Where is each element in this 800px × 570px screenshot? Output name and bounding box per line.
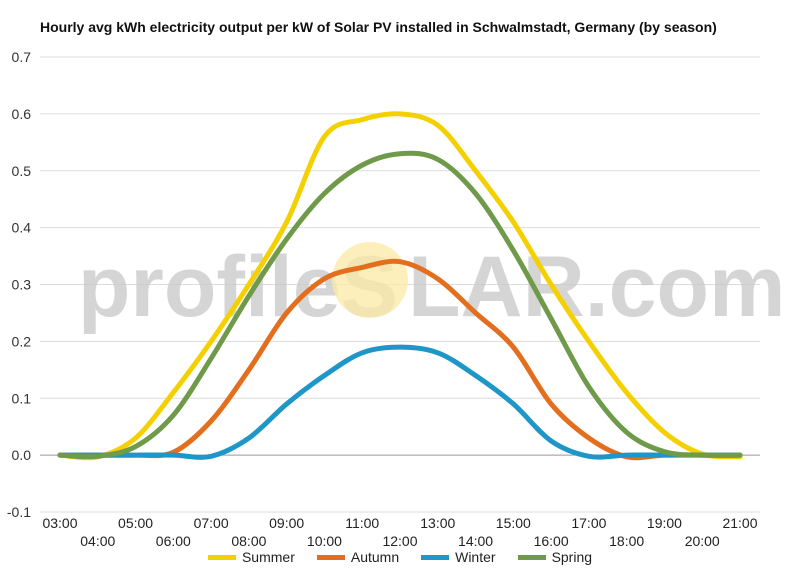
x-tick-label: 20:00: [685, 533, 720, 549]
y-tick-label: 0.7: [12, 49, 32, 65]
x-axis: 03:0004:0005:0006:0007:0008:0009:0010:00…: [42, 515, 757, 549]
x-tick-label: 07:00: [194, 515, 229, 531]
x-tick-label: 13:00: [420, 515, 455, 531]
series-line-spring: [57, 150, 743, 460]
series-line-summer: [57, 111, 743, 461]
watermark-sun-icon: [332, 242, 408, 318]
y-tick-label: -0.1: [7, 504, 31, 520]
x-tick-label: 09:00: [269, 515, 304, 531]
legend-swatch: [316, 554, 345, 560]
y-axis: 0.7 0.6 0.5 0.4 0.3 0.2 0.1 0.0 -0.1: [7, 49, 31, 520]
x-tick-label: 12:00: [382, 533, 417, 549]
x-tick-label: 21:00: [722, 515, 757, 531]
y-tick-label: 0.2: [12, 333, 32, 349]
legend-label: Winter: [455, 549, 496, 565]
x-tick-label: 15:00: [496, 515, 531, 531]
x-tick-label: 05:00: [118, 515, 153, 531]
y-tick-label: 0.1: [12, 390, 32, 406]
legend-item-winter: Winter: [421, 549, 496, 565]
x-tick-label: 08:00: [231, 533, 266, 549]
legend-swatch: [207, 554, 236, 560]
chart-title: Hourly avg kWh electricity output per kW…: [40, 19, 717, 35]
legend-swatch: [517, 554, 546, 560]
series-layer: [57, 111, 743, 461]
legend-label: Spring: [551, 549, 593, 565]
watermark-text-right: LAR.com: [408, 239, 785, 335]
legend: Summer Autumn Winter Spring: [0, 549, 800, 565]
legend-item-autumn: Autumn: [316, 549, 400, 565]
y-tick-label: 0.5: [12, 163, 32, 179]
x-tick-label: 14:00: [458, 533, 493, 549]
x-tick-label: 11:00: [345, 515, 379, 531]
x-tick-label: 16:00: [534, 533, 569, 549]
legend-label: Autumn: [350, 549, 400, 565]
legend-item-summer: Summer: [207, 549, 295, 565]
y-tick-label: 0.4: [12, 220, 32, 236]
y-tick-label: 0.6: [12, 106, 32, 122]
x-tick-label: 17:00: [571, 515, 606, 531]
x-tick-label: 18:00: [609, 533, 644, 549]
x-tick-label: 04:00: [80, 533, 115, 549]
x-tick-label: 06:00: [156, 533, 191, 549]
watermark-logo: profileS LAR.com: [78, 239, 786, 335]
legend-label: Summer: [241, 549, 295, 565]
x-tick-label: 19:00: [647, 515, 682, 531]
x-tick-label: 10:00: [307, 533, 342, 549]
legend-item-spring: Spring: [517, 549, 593, 565]
x-tick-label: 03:00: [42, 515, 77, 531]
legend-swatch: [421, 554, 450, 560]
y-tick-label: 0.3: [12, 277, 32, 293]
series-line-winter: [57, 344, 743, 460]
y-tick-label: 0.0: [12, 447, 32, 463]
